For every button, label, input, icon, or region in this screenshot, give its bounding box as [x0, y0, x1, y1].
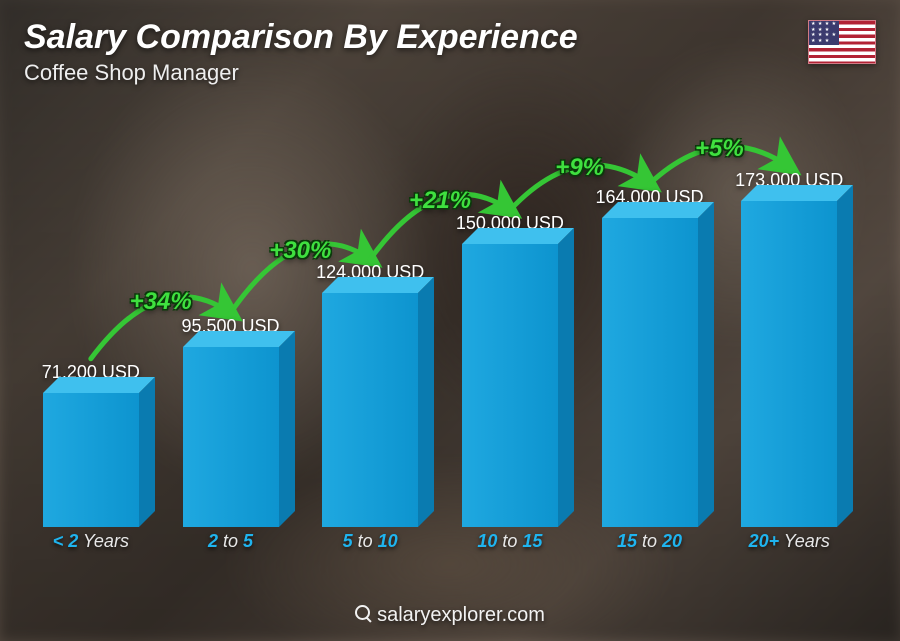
increase-pct-badge: +21%	[409, 187, 471, 215]
increase-pct-badge: +30%	[269, 237, 331, 265]
page-title: Salary Comparison By Experience	[24, 18, 578, 57]
bar	[462, 244, 558, 527]
footer-site: salaryexplorer.com	[377, 604, 545, 626]
bar-slot: 150,000 USD	[449, 213, 571, 527]
x-axis-label: 20+ Years	[728, 531, 850, 561]
bars-container: 71,200 USD95,500 USD124,000 USD150,000 U…	[30, 120, 850, 527]
x-axis-label: 10 to 15	[449, 531, 571, 561]
x-axis-labels: < 2 Years 2 to 5 5 to 10 10 to 15 15 to 20 20…	[30, 531, 850, 561]
bar	[43, 393, 139, 527]
bar-slot: 173,000 USD	[728, 170, 850, 527]
bar	[183, 347, 279, 527]
increase-pct-badge: +9%	[555, 154, 604, 182]
search-icon	[355, 605, 373, 623]
page-subtitle: Coffee Shop Manager	[24, 60, 239, 86]
bar-slot: 124,000 USD	[309, 262, 431, 527]
x-axis-label: 15 to 20	[589, 531, 711, 561]
x-axis-label: 2 to 5	[170, 531, 292, 561]
increase-pct-badge: +34%	[130, 288, 192, 316]
bar-chart: 71,200 USD95,500 USD124,000 USD150,000 U…	[30, 120, 850, 561]
bar	[741, 201, 837, 527]
x-axis-label: < 2 Years	[30, 531, 152, 561]
bar-slot: 95,500 USD	[170, 316, 292, 527]
bar	[322, 293, 418, 527]
bar	[602, 218, 698, 527]
chart-stage: Salary Comparison By Experience Coffee S…	[0, 0, 900, 641]
bar-slot: 164,000 USD	[589, 187, 711, 527]
footer: salaryexplorer.com	[0, 604, 900, 627]
bar-slot: 71,200 USD	[30, 362, 152, 527]
x-axis-label: 5 to 10	[309, 531, 431, 561]
increase-pct-badge: +5%	[695, 135, 744, 163]
us-flag-icon	[808, 20, 876, 64]
